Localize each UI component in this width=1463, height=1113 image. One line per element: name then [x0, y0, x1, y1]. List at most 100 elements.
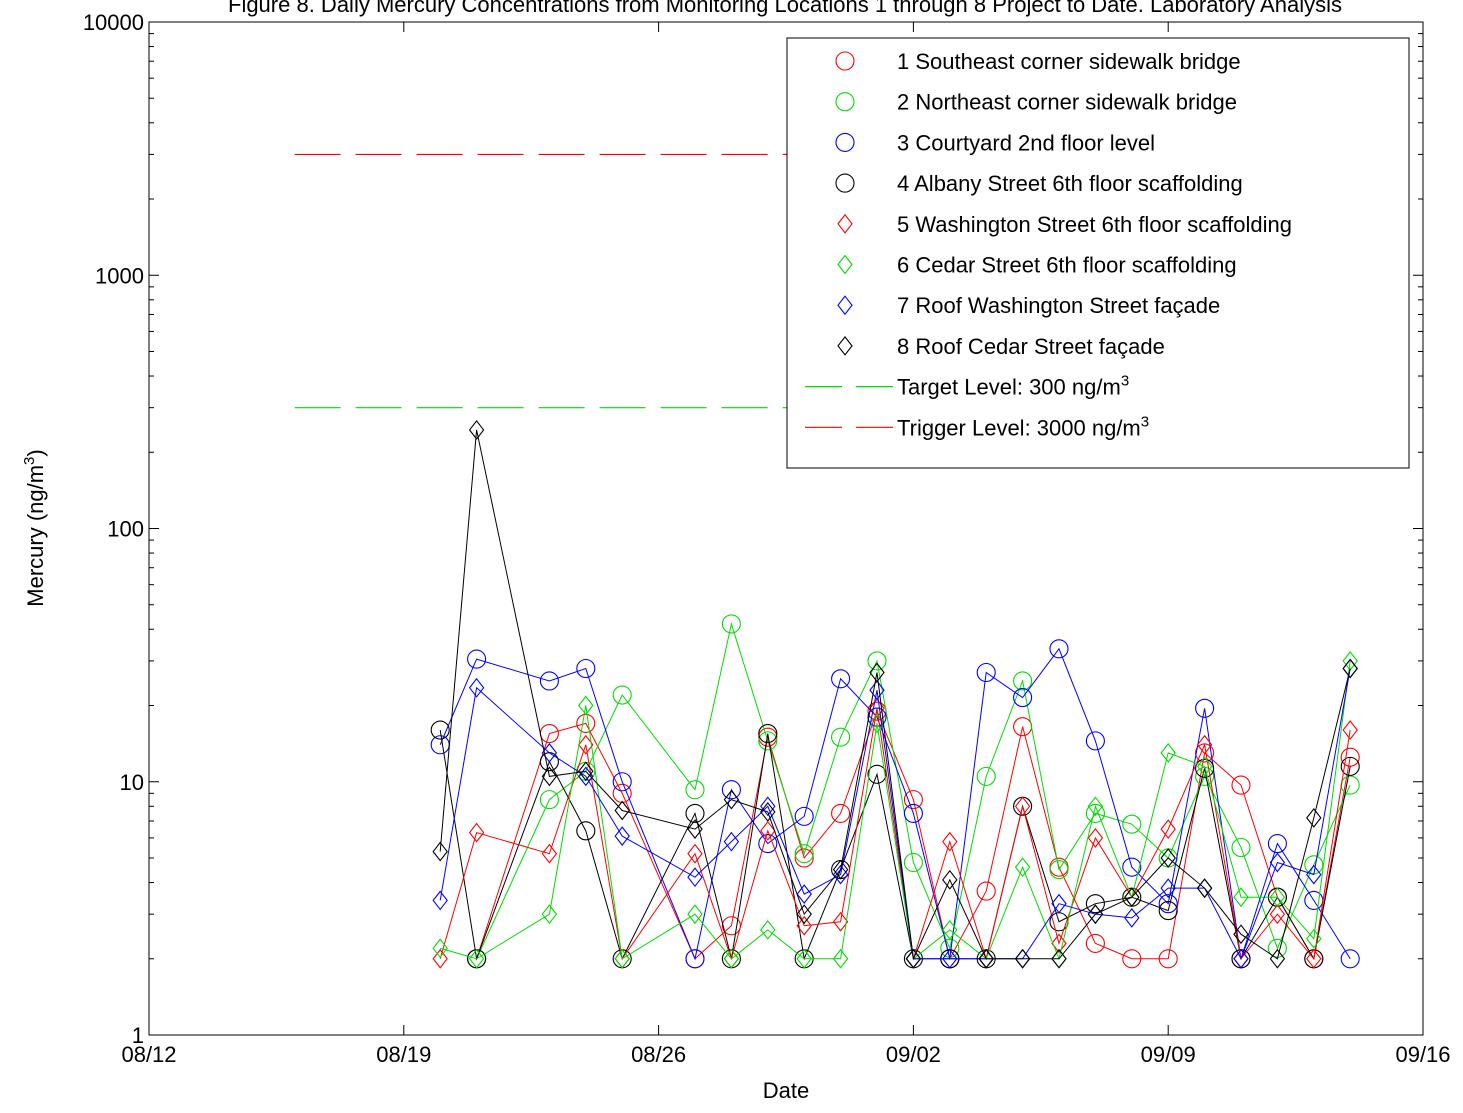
data-point-circle [685, 803, 705, 823]
legend: 1 Southeast corner sidewalk bridge 2 Nort… [786, 37, 1410, 469]
legend-entry-label: 6 Cedar Street 6th floor scaffolding [897, 253, 1237, 278]
y-axis-label-sup: 3 [21, 457, 38, 465]
data-point-circle [1085, 894, 1105, 914]
data-point-diamond [1269, 887, 1286, 908]
data-point-circle [1158, 949, 1178, 969]
data-point-diamond [837, 213, 853, 234]
data-point-diamond [832, 859, 849, 880]
legend-entry-label: Trigger Level: 3000 ng/m3 [897, 413, 1149, 440]
series-line [440, 660, 1351, 961]
data-point-circle [721, 614, 741, 634]
data-point-diamond [468, 948, 485, 969]
data-point-diamond [468, 420, 485, 440]
data-point-diamond [905, 948, 922, 969]
data-point-circle [794, 848, 814, 868]
series-line [439, 668, 1351, 960]
data-point-diamond [869, 698, 885, 719]
data-point-diamond [1269, 904, 1286, 925]
data-point-diamond [1124, 887, 1140, 908]
data-point-diamond [1124, 908, 1140, 928]
y-tick-label: 1 [132, 1023, 144, 1048]
data-point-diamond [942, 869, 958, 890]
data-point-diamond [541, 742, 558, 763]
data-point-diamond [578, 734, 594, 755]
legend-entry-label: 7 Roof Washington Street façade [897, 293, 1220, 318]
data-point-diamond [837, 254, 853, 275]
series [432, 420, 1358, 969]
series-line [439, 708, 1351, 961]
data-point-circle [539, 671, 559, 691]
data-point-circle [1049, 639, 1069, 659]
data-point-diamond [578, 695, 594, 716]
data-point-diamond [796, 948, 812, 969]
chart-title: Figure 8. Daily Mercury Concentrations f… [228, 0, 1342, 17]
y-axis-label: Mercury (ng/m3) [21, 449, 48, 606]
data-point-diamond [541, 904, 558, 925]
data-point-diamond [1014, 948, 1031, 969]
data-point-diamond [1160, 848, 1176, 868]
data-point-circle [1267, 834, 1287, 854]
x-axis-label: Date [763, 1078, 809, 1103]
data-point-diamond [760, 820, 776, 841]
data-point-circle [867, 651, 887, 671]
data-point-circle [831, 803, 851, 823]
data-point-circle [758, 731, 778, 751]
data-point-diamond [1014, 857, 1031, 878]
data-point-diamond [832, 948, 849, 969]
legend-entry-label: 2 Northeast corner sidewalk bridge [897, 90, 1237, 115]
data-point-diamond [723, 789, 740, 810]
x-tick-label: 08/19 [376, 1042, 431, 1067]
data-point-circle [1158, 901, 1178, 921]
data-point-diamond [432, 890, 448, 911]
data-point-circle [758, 834, 778, 854]
data-point-diamond [468, 677, 485, 698]
data-point-diamond [468, 822, 485, 843]
y-tick-label: 1000 [95, 263, 144, 288]
data-point-circle [612, 685, 632, 705]
data-point-diamond [837, 336, 853, 356]
series-layer [430, 420, 1360, 969]
data-point-diamond [1051, 948, 1067, 969]
data-point-circle [976, 766, 996, 786]
legend-entry-label: 1 Southeast corner sidewalk bridge [897, 49, 1241, 74]
data-point-circle [835, 132, 855, 152]
data-point-diamond [432, 948, 448, 969]
data-point-circle [1195, 698, 1215, 718]
data-point-circle [835, 51, 855, 71]
data-point-diamond [1342, 720, 1358, 740]
y-axis-label-main: Mercury (ng/m [23, 465, 48, 607]
data-point-diamond [687, 867, 703, 888]
data-point-diamond [1306, 864, 1322, 885]
x-tick-label: 09/16 [1395, 1042, 1450, 1067]
data-point-diamond [760, 920, 776, 940]
data-point-circle [758, 723, 778, 744]
data-point-diamond [942, 920, 958, 940]
data-point-diamond [723, 831, 740, 852]
data-point-circle [1049, 860, 1069, 880]
data-point-circle [612, 772, 632, 792]
series [467, 614, 1360, 969]
data-point-circle [1340, 747, 1360, 767]
y-tick-label: 10000 [83, 10, 144, 35]
data-point-diamond [1269, 948, 1286, 969]
data-point-diamond [1160, 742, 1176, 763]
data-point-diamond [614, 800, 630, 821]
data-point-circle [576, 658, 596, 679]
data-point-circle [685, 949, 705, 969]
data-point-circle [1340, 949, 1360, 969]
data-point-circle [867, 764, 887, 784]
legend-entry-label: 4 Albany Street 6th floor scaffolding [897, 171, 1243, 196]
data-point-diamond [978, 948, 994, 969]
y-tick-label: 10 [120, 770, 144, 795]
data-point-circle [794, 806, 814, 826]
data-point-circle [1231, 837, 1251, 858]
legend-entry-label: 8 Roof Cedar Street façade [897, 334, 1165, 359]
data-point-circle [794, 844, 814, 864]
data-point-circle [835, 92, 855, 112]
x-tick-label: 09/09 [1141, 1042, 1196, 1067]
data-point-diamond [1160, 878, 1176, 899]
data-point-circle [903, 852, 923, 873]
data-point-diamond [1196, 734, 1213, 755]
data-point-circle [1231, 775, 1251, 795]
